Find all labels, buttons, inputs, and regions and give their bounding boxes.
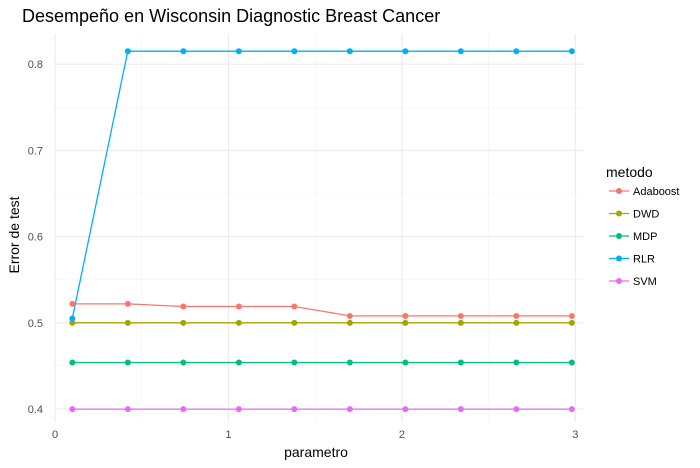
x-tick-label: 1 bbox=[225, 429, 231, 441]
y-tick-label: 0.8 bbox=[28, 59, 43, 71]
data-point-dwd bbox=[402, 319, 409, 326]
x-tick-label: 3 bbox=[572, 429, 578, 441]
data-point-dwd bbox=[235, 319, 242, 326]
legend-title: metodo bbox=[606, 164, 653, 180]
data-point-adaboost bbox=[457, 312, 464, 319]
data-point-mdp bbox=[568, 359, 575, 366]
y-tick-label: 0.5 bbox=[28, 318, 43, 330]
data-point-mdp bbox=[69, 359, 76, 366]
data-point-adaboost bbox=[291, 303, 298, 310]
y-tick-label: 0.4 bbox=[28, 404, 43, 416]
data-point-mdp bbox=[124, 359, 131, 366]
data-point-adaboost bbox=[346, 312, 353, 319]
data-point-rlr bbox=[457, 48, 464, 55]
y-axis-ticks: 0.4 0.5 0.6 0.7 0.8 bbox=[28, 59, 43, 416]
data-point-svm bbox=[291, 406, 298, 413]
legend-label-dwd: DWD bbox=[633, 209, 659, 221]
data-point-mdp bbox=[346, 359, 353, 366]
series-points bbox=[69, 48, 575, 413]
data-point-rlr bbox=[513, 48, 520, 55]
data-point-rlr bbox=[69, 315, 76, 322]
data-point-adaboost bbox=[402, 312, 409, 319]
data-point-dwd bbox=[291, 319, 298, 326]
data-point-rlr bbox=[235, 48, 242, 55]
legend-key-point-svm bbox=[616, 278, 622, 284]
data-point-adaboost bbox=[124, 300, 131, 307]
y-tick-label: 0.7 bbox=[28, 145, 43, 157]
data-point-rlr bbox=[124, 48, 131, 55]
data-point-rlr bbox=[568, 48, 575, 55]
data-point-mdp bbox=[291, 359, 298, 366]
data-point-svm bbox=[513, 406, 520, 413]
legend-key-point-rlr bbox=[616, 255, 622, 262]
data-point-adaboost bbox=[568, 312, 575, 319]
data-point-svm bbox=[124, 406, 131, 413]
grid bbox=[54, 34, 584, 422]
data-point-dwd bbox=[346, 319, 353, 326]
data-point-dwd bbox=[568, 319, 575, 326]
legend-key-point-mdp bbox=[616, 233, 622, 239]
data-point-mdp bbox=[513, 359, 520, 366]
legend-label-svm: SVM bbox=[633, 276, 657, 288]
data-point-dwd bbox=[180, 319, 187, 326]
data-point-svm bbox=[180, 406, 187, 413]
data-point-mdp bbox=[402, 359, 409, 366]
data-point-svm bbox=[346, 406, 353, 413]
data-point-mdp bbox=[180, 359, 187, 366]
data-point-dwd bbox=[69, 319, 76, 326]
data-point-svm bbox=[402, 406, 409, 413]
chart-title: Desempeño en Wisconsin Diagnostic Breast… bbox=[22, 6, 440, 26]
data-point-adaboost bbox=[69, 300, 76, 307]
legend-key-point-adaboost bbox=[616, 188, 622, 194]
data-point-mdp bbox=[235, 359, 242, 366]
data-point-adaboost bbox=[513, 312, 520, 319]
data-point-rlr bbox=[291, 48, 298, 55]
legend-key-point-dwd bbox=[616, 210, 622, 217]
data-point-dwd bbox=[457, 319, 464, 326]
data-point-svm bbox=[457, 406, 464, 413]
x-axis-ticks: 0 1 2 3 bbox=[52, 429, 578, 441]
legend: metodo Adaboost DWD MDP RLR SVM bbox=[606, 164, 679, 288]
y-axis-title: Error de test bbox=[6, 196, 22, 273]
legend-label-mdp: MDP bbox=[633, 231, 657, 243]
data-point-svm bbox=[568, 406, 575, 413]
y-tick-label: 0.6 bbox=[28, 232, 43, 244]
legend-label-rlr: RLR bbox=[633, 254, 655, 266]
series-lines bbox=[71, 50, 572, 410]
data-point-dwd bbox=[513, 319, 520, 326]
data-point-dwd bbox=[124, 319, 131, 326]
legend-label-adaboost: Adaboost bbox=[633, 186, 679, 198]
series-line-rlr bbox=[71, 50, 572, 319]
data-point-adaboost bbox=[235, 303, 242, 310]
x-tick-label: 0 bbox=[52, 429, 58, 441]
data-point-svm bbox=[69, 406, 76, 413]
x-axis-title: parametro bbox=[284, 444, 348, 460]
x-tick-label: 2 bbox=[399, 429, 405, 441]
data-point-adaboost bbox=[180, 303, 187, 310]
data-point-rlr bbox=[346, 48, 353, 55]
data-point-mdp bbox=[457, 359, 464, 366]
series-line-adaboost bbox=[72, 303, 572, 317]
data-point-svm bbox=[235, 406, 242, 413]
data-point-rlr bbox=[402, 48, 409, 55]
data-point-rlr bbox=[180, 48, 187, 55]
